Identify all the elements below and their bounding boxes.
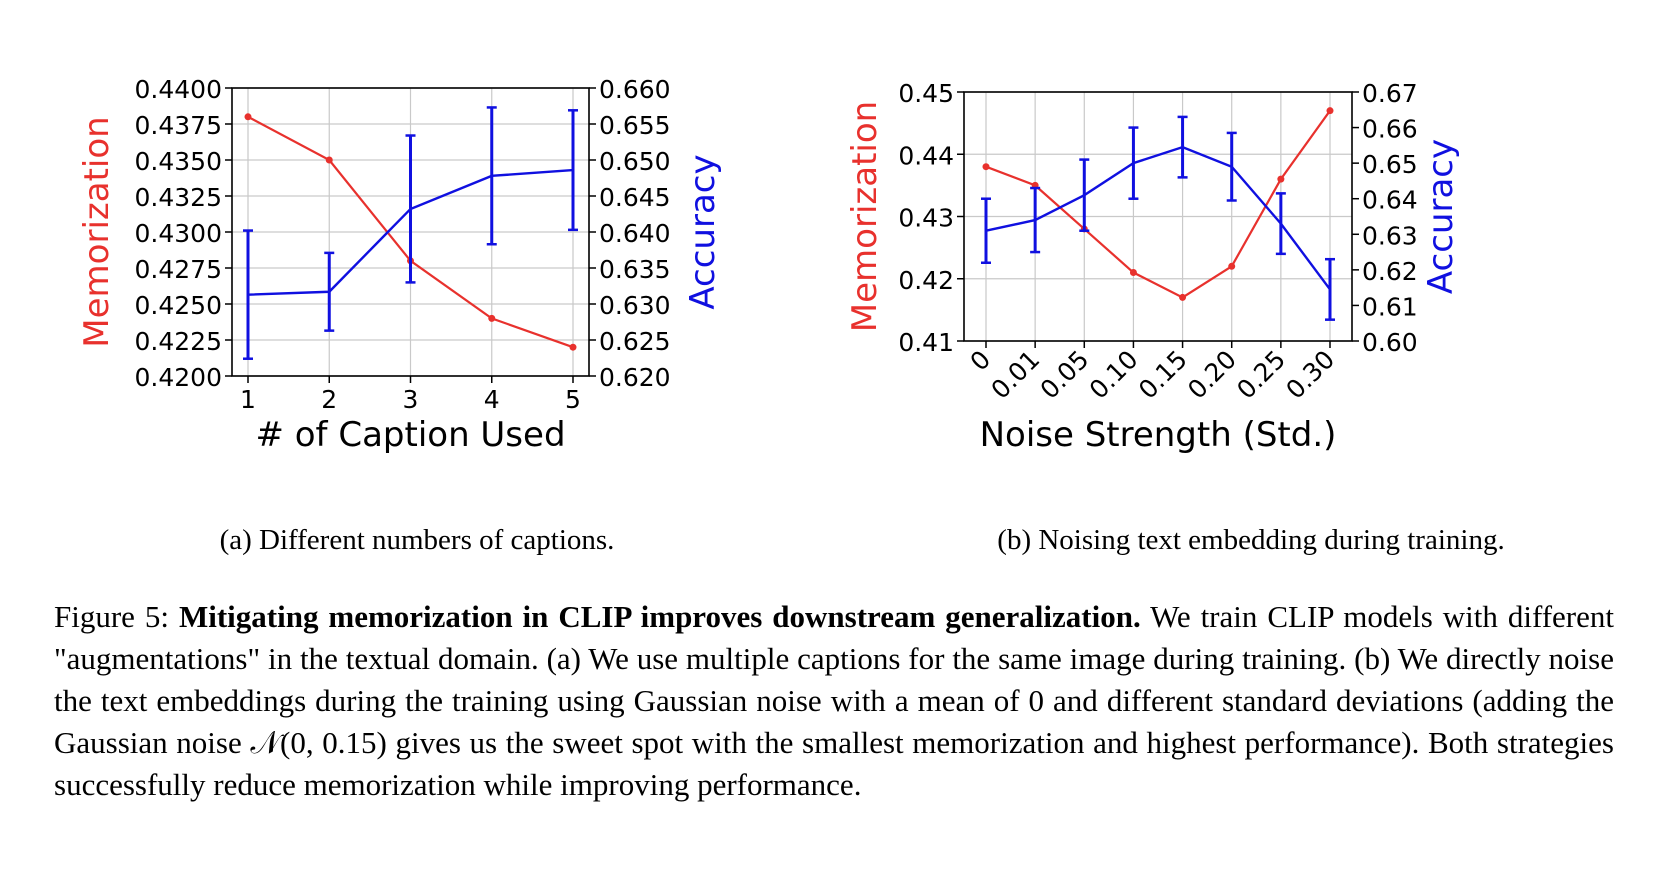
y-right-tick-label: 0.655 [599, 111, 671, 140]
y-left-tick-label: 0.4375 [135, 111, 222, 140]
y-right-axis-label: Accuracy [1421, 139, 1461, 294]
memorization-point [1326, 107, 1334, 115]
accuracy-line [985, 145, 1331, 291]
chart-noise-svg: 0.41 0.42 0.43 0.44 0.45 0.60 0.61 0.62 0.63 0.64… [845, 79, 1461, 455]
y-right-tick-label: 0.620 [599, 363, 671, 392]
chart-noise: 0.41 0.42 0.43 0.44 0.45 0.60 0.61 0.62 0.63 0.64… [834, 0, 1668, 475]
subcaption-b: (b) Noising text embedding during traini… [997, 524, 1505, 556]
x-tick-label: 0.01 [986, 345, 1046, 405]
subcaption-a: (a) Different numbers of captions. [219, 524, 615, 556]
y-right-tick-label: 0.62 [1362, 257, 1418, 286]
x-tick-label: 0.05 [1035, 345, 1095, 405]
y-right-axis-label: Accuracy [683, 154, 723, 309]
x-tick-label: 3 [403, 385, 419, 414]
memorization-point [1129, 269, 1137, 277]
x-tick-label: 0.20 [1182, 345, 1242, 405]
figure-caption-title: Mitigating memorization in CLIP improves… [178, 599, 1141, 634]
y-left-tick-label: 0.44 [898, 141, 954, 170]
y-right-tick-label: 0.625 [599, 327, 671, 356]
y-left-axis-label: Memorization [77, 116, 117, 347]
y-right-tick-label: 0.60 [1362, 328, 1418, 357]
y-left-tick-label: 0.4275 [135, 255, 222, 284]
x-axis-label: # of Caption Used [255, 415, 565, 455]
y-left-tick-label: 0.42 [898, 266, 954, 295]
memorization-line [985, 110, 1331, 299]
y-right-tick-label: 0.67 [1362, 79, 1418, 108]
y-right-tick-label: 0.660 [599, 75, 671, 104]
memorization-point [1277, 175, 1285, 183]
y-left-tick-label: 0.4225 [135, 327, 222, 356]
x-axis-label: Noise Strength (Std.) [980, 415, 1337, 455]
y-right-tick-label: 0.640 [599, 219, 671, 248]
memorization-point [325, 156, 333, 164]
chart-captions: 0.4200 0.4225 0.4250 0.4275 0.4300 0.4325 0.43… [0, 0, 834, 475]
memorization-point [1228, 262, 1236, 270]
x-tick-label: 0.15 [1133, 345, 1193, 405]
y-right-tick-label: 0.650 [599, 147, 671, 176]
figure-caption: Figure 5: Mitigating memorization in CLI… [54, 596, 1614, 806]
y-left-tick-label: 0.4300 [135, 219, 222, 248]
x-tick-label: 2 [321, 385, 337, 414]
y-right-tick-label: 0.66 [1362, 115, 1418, 144]
x-tick-label: 0.25 [1231, 345, 1291, 405]
x-tick-label: 0 [964, 345, 996, 377]
y-right-tick-label: 0.61 [1362, 292, 1418, 321]
x-tick-label: 1 [240, 385, 256, 414]
y-right-tick-label: 0.63 [1362, 221, 1418, 250]
x-tick-label: 5 [565, 385, 581, 414]
y-left-tick-label: 0.4350 [135, 147, 222, 176]
y-left-tick-label: 0.4400 [135, 75, 222, 104]
y-right-tick-label: 0.645 [599, 183, 671, 212]
y-right-tick-label: 0.630 [599, 291, 671, 320]
memorization-point [982, 163, 990, 171]
memorization-point [1179, 293, 1187, 301]
figure-caption-body: We train CLIP models with different "aug… [54, 599, 1615, 802]
y-left-tick-label: 0.4250 [135, 291, 222, 320]
y-right-tick-label: 0.64 [1362, 186, 1418, 215]
y-left-tick-label: 0.41 [898, 328, 954, 357]
y-left-tick-label: 0.4325 [135, 183, 222, 212]
chart-captions-svg: 0.4200 0.4225 0.4250 0.4275 0.4300 0.4325 0.43… [77, 75, 723, 455]
x-tick-label: 0.10 [1084, 345, 1144, 405]
x-tick-label: 0.30 [1280, 345, 1340, 405]
y-left-tick-label: 0.43 [898, 204, 954, 233]
y-right-tick-label: 0.635 [599, 255, 671, 284]
y-left-tick-label: 0.4200 [135, 363, 222, 392]
y-left-axis-label: Memorization [845, 101, 885, 332]
x-tick-label: 4 [484, 385, 500, 414]
memorization-point [488, 314, 496, 322]
y-right-tick-label: 0.65 [1362, 150, 1418, 179]
y-left-tick-label: 0.45 [898, 79, 954, 108]
memorization-point [569, 343, 577, 351]
figure-caption-label: Figure 5: [54, 599, 169, 634]
memorization-point [244, 113, 252, 121]
